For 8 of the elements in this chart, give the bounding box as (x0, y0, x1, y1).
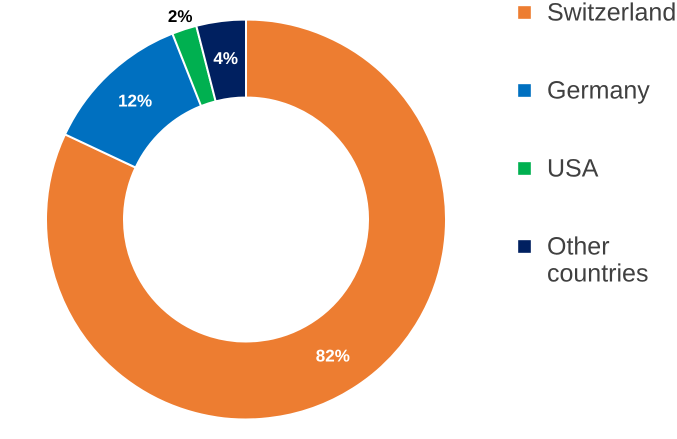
legend-label: Switzerland (547, 0, 676, 26)
data-label: 82% (316, 346, 350, 366)
data-label: 12% (118, 91, 152, 110)
data-label: 4% (213, 48, 238, 68)
legend-label: USA (547, 154, 599, 182)
data-label: 2% (168, 6, 192, 26)
legend-label: Other countries (547, 232, 648, 288)
legend-label: Germany (547, 76, 650, 104)
